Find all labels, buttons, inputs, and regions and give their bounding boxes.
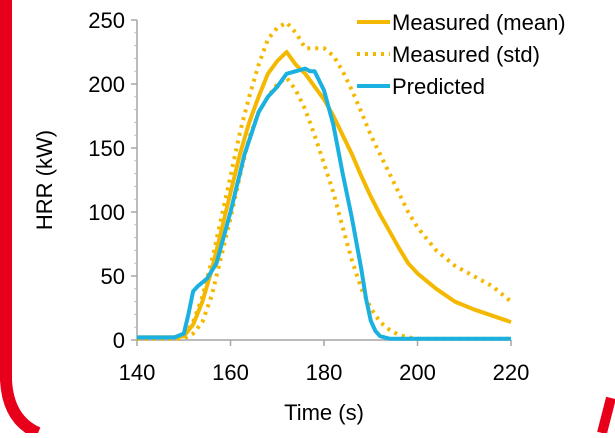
legend-item-std: Measured (std) — [357, 42, 540, 67]
x-tick-label: 220 — [493, 360, 530, 385]
x-ticks: 140 160 180 200 220 — [119, 340, 530, 385]
y-tick-label: 150 — [88, 136, 125, 161]
y-ticks: 0 50 100 150 200 250 — [88, 8, 137, 353]
legend: Measured (mean) Measured (std) Predicted — [357, 10, 566, 99]
series-layer — [137, 20, 513, 341]
frame-right-edge — [597, 396, 615, 435]
legend-label-mean: Measured (mean) — [392, 10, 566, 35]
legend-label-predicted: Predicted — [392, 74, 485, 99]
y-tick-label: 100 — [88, 200, 125, 225]
axes: 0 50 100 150 200 250 140 160 180 200 220 — [88, 8, 529, 385]
y-tick-label: 0 — [113, 328, 125, 353]
legend-label-std: Measured (std) — [392, 42, 540, 67]
series-line-predicted-3 — [137, 66, 511, 341]
legend-item-predicted: Predicted — [357, 74, 485, 99]
frame-left-edge — [0, 0, 41, 438]
x-tick-label: 160 — [212, 360, 249, 385]
y-tick-label: 50 — [101, 264, 125, 289]
y-axis-label: HRR (kW) — [32, 130, 57, 230]
x-tick-label: 140 — [119, 360, 156, 385]
x-axis-label: Time (s) — [284, 400, 364, 425]
legend-item-mean: Measured (mean) — [357, 10, 566, 35]
x-tick-label: 200 — [399, 360, 436, 385]
series-line-measured-mean-0 — [137, 50, 512, 340]
y-tick-label: 250 — [88, 8, 125, 33]
x-tick-label: 180 — [306, 360, 343, 385]
y-tick-label: 200 — [88, 72, 125, 97]
